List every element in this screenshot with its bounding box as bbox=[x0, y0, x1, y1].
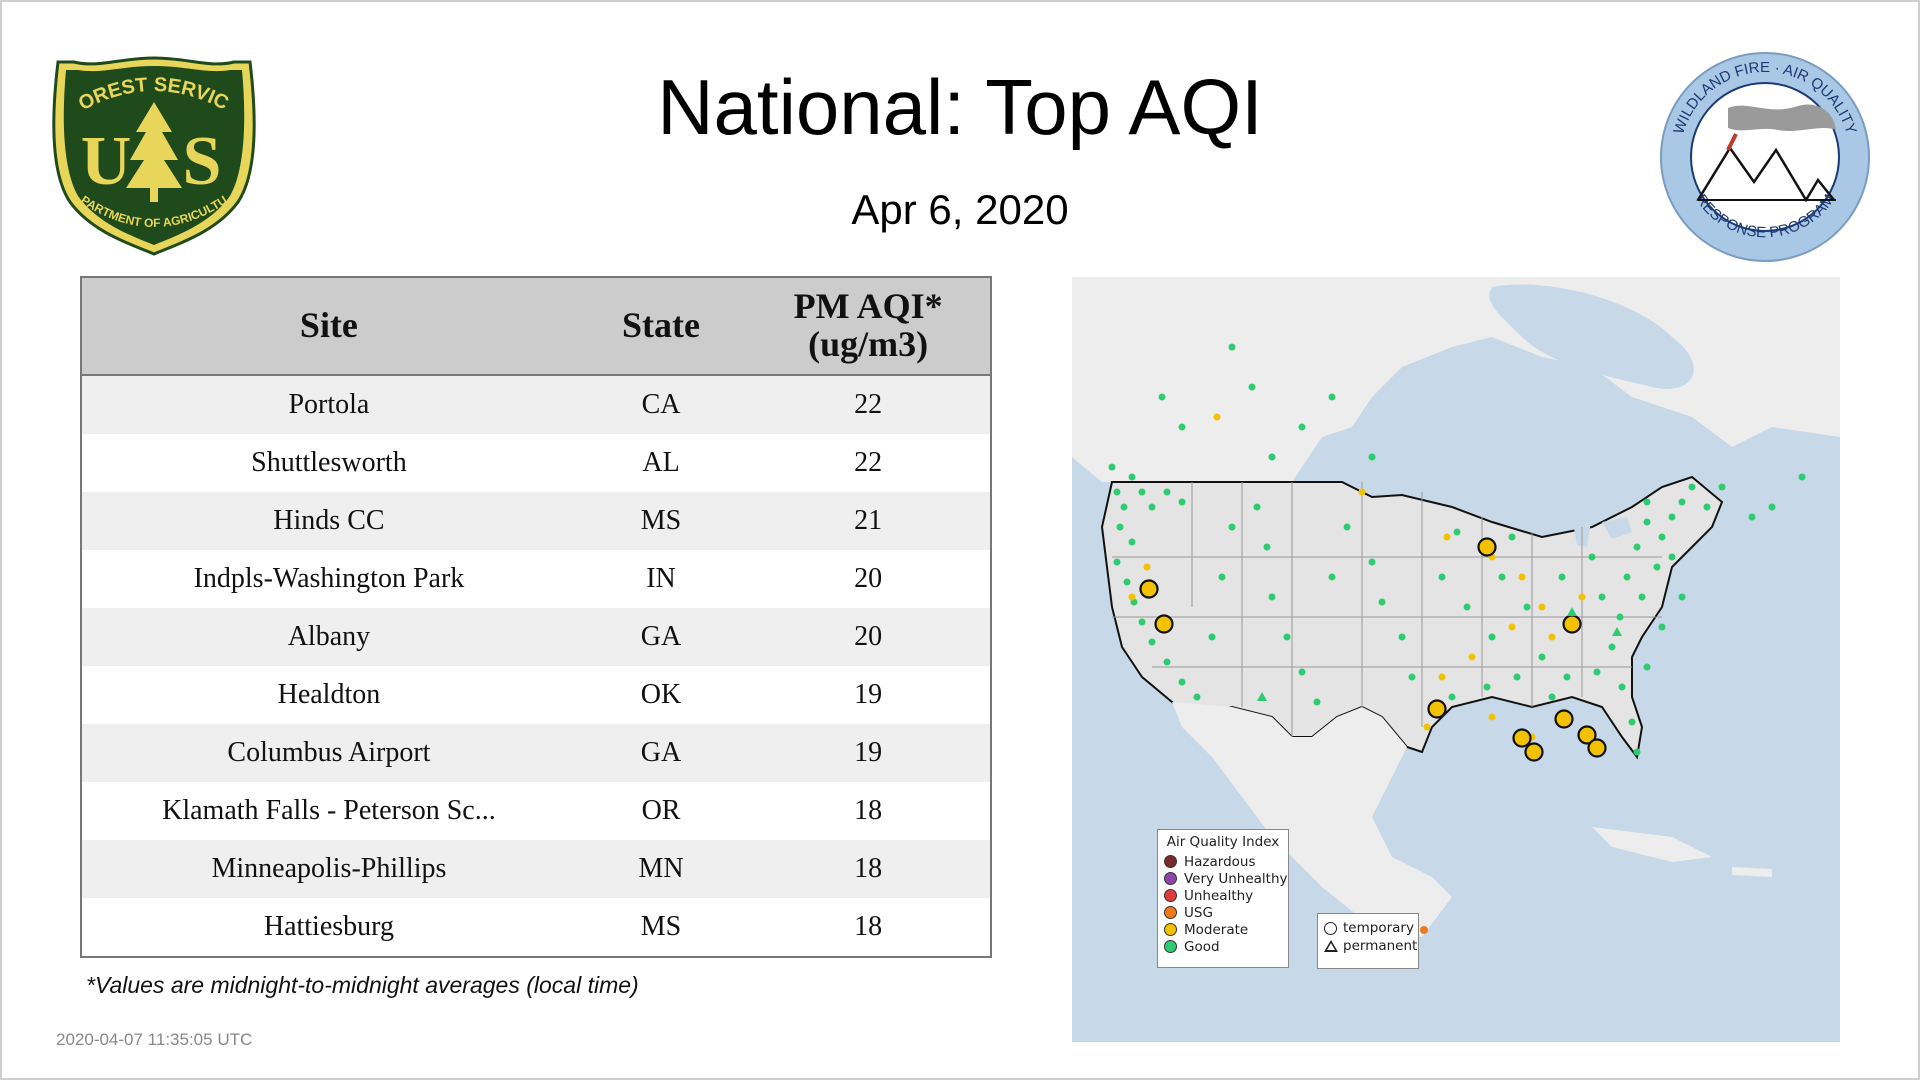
table-header-row: Site State PM AQI* (ug/m3) bbox=[81, 277, 991, 376]
aqi-legend: Air Quality Index Hazardous Very Unhealt… bbox=[1157, 829, 1289, 968]
column-header-site: Site bbox=[81, 277, 576, 376]
aqi-header-line2: (ug/m3) bbox=[808, 324, 929, 364]
site-cell: Albany bbox=[81, 608, 576, 666]
column-header-state: State bbox=[575, 277, 747, 376]
column-header-aqi: PM AQI* (ug/m3) bbox=[746, 277, 991, 376]
table-row: Albany GA 20 bbox=[81, 608, 991, 666]
svg-text:S: S bbox=[183, 123, 222, 200]
site-cell: Hattiesburg bbox=[81, 898, 576, 957]
legend-item-very-unhealthy: Very Unhealthy bbox=[1158, 870, 1288, 887]
permanent-monitors bbox=[1257, 607, 1622, 701]
table-row: Klamath Falls - Peterson Sc... OR 18 bbox=[81, 782, 991, 840]
site-cell: Minneapolis-Phillips bbox=[81, 840, 576, 898]
report-date: Apr 6, 2020 bbox=[851, 186, 1069, 233]
legend-item-unhealthy: Unhealthy bbox=[1158, 887, 1288, 904]
triangle-icon bbox=[1324, 940, 1338, 952]
hazardous-dot-icon bbox=[1164, 855, 1177, 868]
mexico-land bbox=[1172, 702, 1452, 937]
legend-item-good: Good bbox=[1158, 938, 1288, 955]
moderate-monitors bbox=[1128, 413, 1586, 741]
table-row: Healdton OK 19 bbox=[81, 666, 991, 724]
table-row: Hinds CC MS 21 bbox=[81, 492, 991, 550]
table-row: Hattiesburg MS 18 bbox=[81, 898, 991, 957]
aqi-cell: 19 bbox=[746, 724, 991, 782]
state-cell: OR bbox=[575, 782, 747, 840]
state-cell: MS bbox=[575, 898, 747, 957]
svg-text:U: U bbox=[81, 123, 132, 200]
state-cell: IN bbox=[575, 550, 747, 608]
aqi-cell: 18 bbox=[746, 782, 991, 840]
legend-item-permanent: permanent bbox=[1318, 937, 1418, 955]
aqi-cell: 20 bbox=[746, 608, 991, 666]
aqi-cell: 20 bbox=[746, 550, 991, 608]
site-cell: Columbus Airport bbox=[81, 724, 576, 782]
legend-item-usg: USG bbox=[1158, 904, 1288, 921]
site-cell: Shuttlesworth bbox=[81, 434, 576, 492]
unhealthy-dot-icon bbox=[1164, 889, 1177, 902]
good-dot-icon bbox=[1164, 940, 1177, 953]
table-row: Portola CA 22 bbox=[81, 375, 991, 434]
aqi-cell: 21 bbox=[746, 492, 991, 550]
generated-timestamp: 2020-04-07 11:35:05 UTC bbox=[56, 1030, 253, 1049]
aqi-monitor-map bbox=[1072, 277, 1840, 1042]
wildland-fire-logo: WILDLAND FIRE · AIR QUALITY RESPONSE PRO… bbox=[1660, 52, 1870, 262]
top-aqi-table: Site State PM AQI* (ug/m3) Portola CA 22 S… bbox=[80, 276, 992, 958]
moderate-dot-icon bbox=[1164, 923, 1177, 936]
table-row: Shuttlesworth AL 22 bbox=[81, 434, 991, 492]
aqi-cell: 22 bbox=[746, 375, 991, 434]
legend-item-moderate: Moderate bbox=[1158, 921, 1288, 938]
forest-service-logo: FOREST SERVICE U S DEPARTMENT OF AGRICUL… bbox=[50, 52, 256, 256]
top-aqi-sites-south bbox=[1524, 709, 1607, 762]
usg-monitor bbox=[1420, 926, 1428, 934]
table-row: Columbus Airport GA 19 bbox=[81, 724, 991, 782]
top-aqi-sites bbox=[1139, 537, 1582, 748]
state-cell: GA bbox=[575, 724, 747, 782]
footnote: *Values are midnight-to-midnight average… bbox=[86, 972, 639, 998]
state-cell: CA bbox=[575, 375, 747, 434]
legend-item-temporary: temporary bbox=[1318, 919, 1418, 937]
state-cell: GA bbox=[575, 608, 747, 666]
site-cell: Indpls-Washington Park bbox=[81, 550, 576, 608]
legend-item-hazardous: Hazardous bbox=[1158, 853, 1288, 870]
state-boundaries bbox=[1112, 482, 1662, 737]
state-cell: MN bbox=[575, 840, 747, 898]
aqi-header-line1: PM AQI* bbox=[793, 286, 943, 327]
state-cell: AL bbox=[575, 434, 747, 492]
state-cell: OK bbox=[575, 666, 747, 724]
site-cell: Klamath Falls - Peterson Sc... bbox=[81, 782, 576, 840]
site-cell: Portola bbox=[81, 375, 576, 434]
aqi-cell: 19 bbox=[746, 666, 991, 724]
site-cell: Healdton bbox=[81, 666, 576, 724]
aqi-cell: 22 bbox=[746, 434, 991, 492]
monitor-type-legend: temporary permanent bbox=[1317, 913, 1419, 969]
page-title: National: Top AQI bbox=[657, 63, 1263, 151]
site-cell: Hinds CC bbox=[81, 492, 576, 550]
legend-title: Air Quality Index bbox=[1166, 834, 1280, 850]
circle-icon bbox=[1324, 921, 1337, 935]
usg-dot-icon bbox=[1164, 906, 1177, 919]
table-row: Indpls-Washington Park IN 20 bbox=[81, 550, 991, 608]
state-cell: MS bbox=[575, 492, 747, 550]
aqi-cell: 18 bbox=[746, 898, 991, 957]
table-row: Minneapolis-Phillips MN 18 bbox=[81, 840, 991, 898]
very-unhealthy-dot-icon bbox=[1164, 872, 1177, 885]
aqi-cell: 18 bbox=[746, 840, 991, 898]
